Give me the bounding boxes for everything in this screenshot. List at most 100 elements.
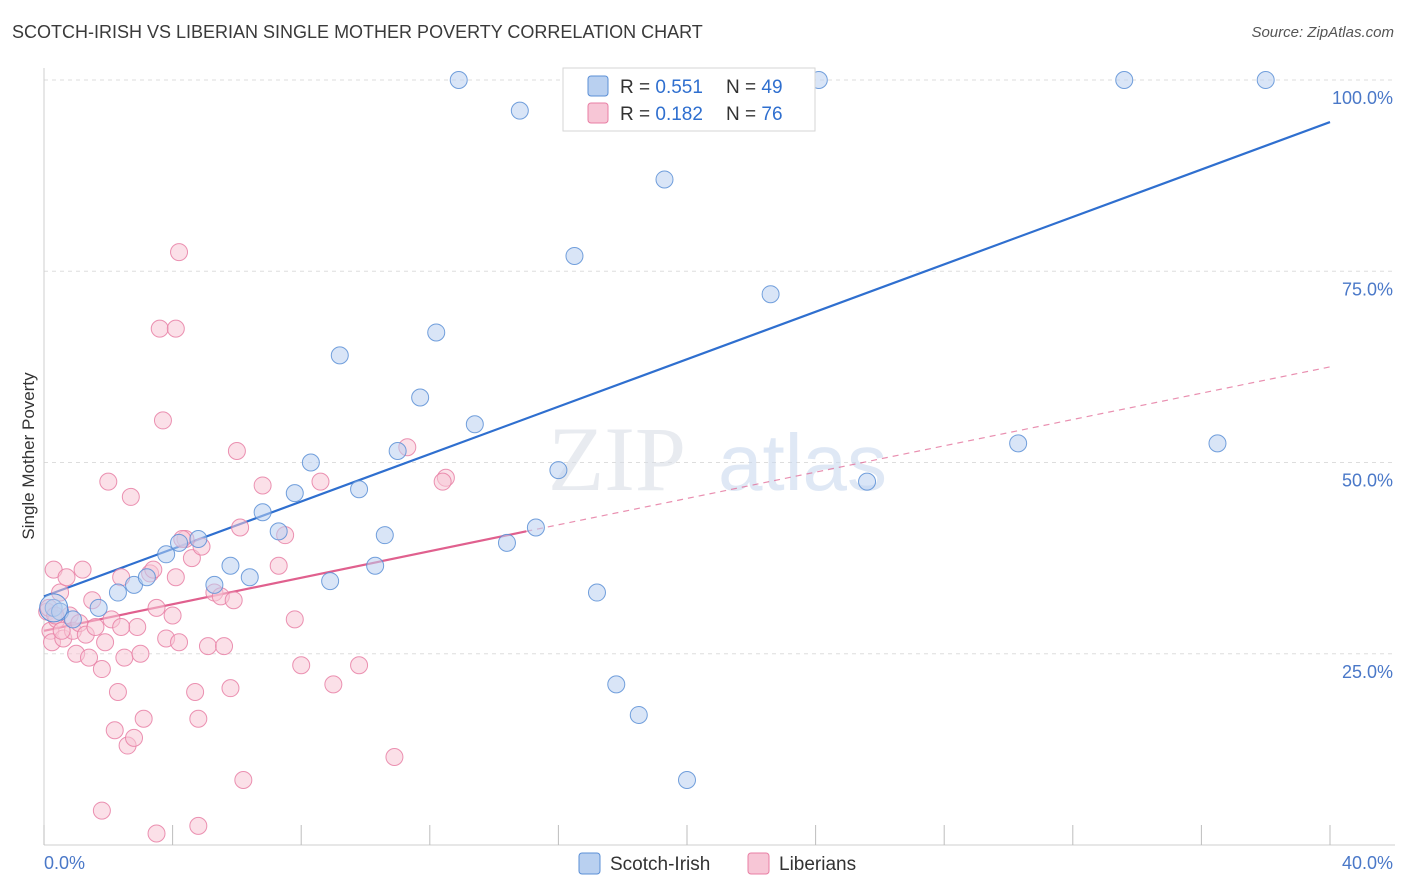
point-liberians: [350, 656, 369, 675]
point-scotch-irish: [350, 480, 369, 499]
point-liberians: [153, 411, 172, 430]
legend-label-scotch-irish: Scotch-Irish: [610, 854, 710, 875]
stats-r-label-blue: R =: [620, 77, 655, 98]
point-liberians: [112, 617, 131, 636]
point-liberians: [198, 637, 217, 656]
point-liberians: [115, 648, 134, 667]
svg-text:R = 0.551: R = 0.551: [620, 77, 703, 98]
point-liberians: [73, 560, 92, 579]
point-scotch-irish-cluster: [39, 593, 69, 623]
point-liberians: [51, 583, 70, 602]
point-liberians: [285, 610, 304, 629]
axis-layer: 25.0% 50.0% 75.0% 100.0%: [43, 68, 1395, 846]
chart-title: SCOTCH-IRISH VS LIBERIAN SINGLE MOTHER P…: [12, 22, 703, 42]
x-tick-label-max: 40.0%: [1342, 853, 1393, 873]
points-layer: [38, 71, 1275, 843]
stats-legend: R = 0.551 N = 49 R = 0.182 N = 76: [562, 67, 816, 132]
stats-swatch-blue: [587, 75, 609, 97]
point-liberians: [105, 721, 124, 740]
watermark-atlas: atlas: [718, 418, 887, 507]
point-liberians: [108, 683, 127, 701]
svg-text:N = 49: N = 49: [726, 77, 783, 98]
point-scotch-irish: [858, 472, 877, 491]
point-scotch-irish: [549, 461, 568, 480]
y-tick-label: 50.0%: [1342, 471, 1393, 491]
point-liberians: [57, 568, 76, 587]
point-liberians: [189, 816, 208, 835]
legend-swatch-scotch-irish: [578, 852, 601, 875]
point-liberians: [121, 487, 140, 506]
stats-r-label-pink: R =: [620, 104, 655, 125]
point-scotch-irish: [607, 675, 626, 694]
watermark-zip: ZIP: [548, 408, 686, 510]
point-scotch-irish: [301, 453, 320, 472]
point-scotch-irish: [108, 583, 127, 602]
point-liberians: [96, 633, 115, 652]
point-scotch-irish: [526, 518, 545, 537]
point-scotch-irish: [510, 101, 529, 120]
stats-swatch-pink: [587, 102, 609, 124]
point-liberians: [189, 709, 208, 728]
point-liberians: [163, 606, 182, 625]
grid-layer: [44, 79, 1395, 655]
point-scotch-irish: [587, 583, 606, 602]
point-liberians: [99, 472, 118, 491]
point-liberians: [385, 748, 404, 767]
point-liberians: [170, 633, 189, 652]
point-scotch-irish: [1009, 434, 1028, 453]
point-liberians: [215, 637, 234, 656]
point-scotch-irish: [285, 484, 304, 503]
stats-n-value-blue: 49: [761, 77, 782, 98]
stats-n-label-blue: N =: [726, 77, 761, 98]
point-scotch-irish: [1256, 71, 1275, 89]
y-tick-label: 75.0%: [1342, 279, 1393, 299]
point-scotch-irish: [170, 533, 189, 552]
point-liberians: [147, 598, 166, 617]
point-scotch-irish: [269, 522, 288, 541]
point-liberians: [92, 660, 111, 679]
point-scotch-irish: [253, 503, 272, 522]
chart-source: Source: ZipAtlas.com: [1251, 24, 1394, 41]
y-tick-label: 100.0%: [1332, 88, 1393, 108]
point-liberians: [253, 476, 272, 495]
point-liberians: [170, 243, 189, 262]
point-scotch-irish: [366, 556, 385, 575]
point-liberians: [182, 549, 201, 568]
point-liberians: [234, 770, 253, 789]
legend-swatch-liberians: [747, 852, 770, 875]
x-tick-label-min: 0.0%: [44, 853, 85, 873]
point-liberians: [186, 683, 205, 701]
trend-layer: [43, 121, 1331, 632]
y-tick-label: 25.0%: [1342, 662, 1393, 682]
point-liberians: [92, 801, 111, 820]
y-axis-label: Single Mother Poverty: [19, 372, 38, 540]
point-scotch-irish: [427, 323, 446, 342]
point-liberians: [166, 319, 185, 338]
point-liberians: [125, 728, 144, 747]
series-legend: Scotch-Irish Liberians: [578, 852, 856, 875]
point-liberians: [147, 824, 166, 843]
point-liberians: [221, 679, 240, 698]
point-scotch-irish: [449, 71, 468, 89]
point-liberians: [80, 648, 99, 667]
point-scotch-irish: [375, 526, 394, 545]
point-liberians: [231, 518, 250, 537]
point-liberians: [150, 319, 169, 338]
point-scotch-irish: [761, 285, 780, 304]
point-scotch-irish: [89, 598, 108, 617]
point-liberians: [269, 556, 288, 575]
legend-label-liberians: Liberians: [779, 854, 856, 875]
point-scotch-irish: [321, 572, 340, 591]
point-scotch-irish: [1115, 71, 1134, 89]
point-scotch-irish: [629, 705, 648, 724]
point-scotch-irish: [63, 610, 82, 629]
point-liberians: [86, 617, 105, 636]
point-liberians: [128, 617, 147, 636]
point-scotch-irish: [221, 556, 240, 575]
point-liberians: [52, 621, 71, 640]
point-scotch-irish: [1208, 434, 1227, 453]
point-scotch-irish: [240, 568, 259, 587]
svg-text:N = 76: N = 76: [726, 104, 783, 125]
point-scotch-irish: [330, 346, 349, 365]
